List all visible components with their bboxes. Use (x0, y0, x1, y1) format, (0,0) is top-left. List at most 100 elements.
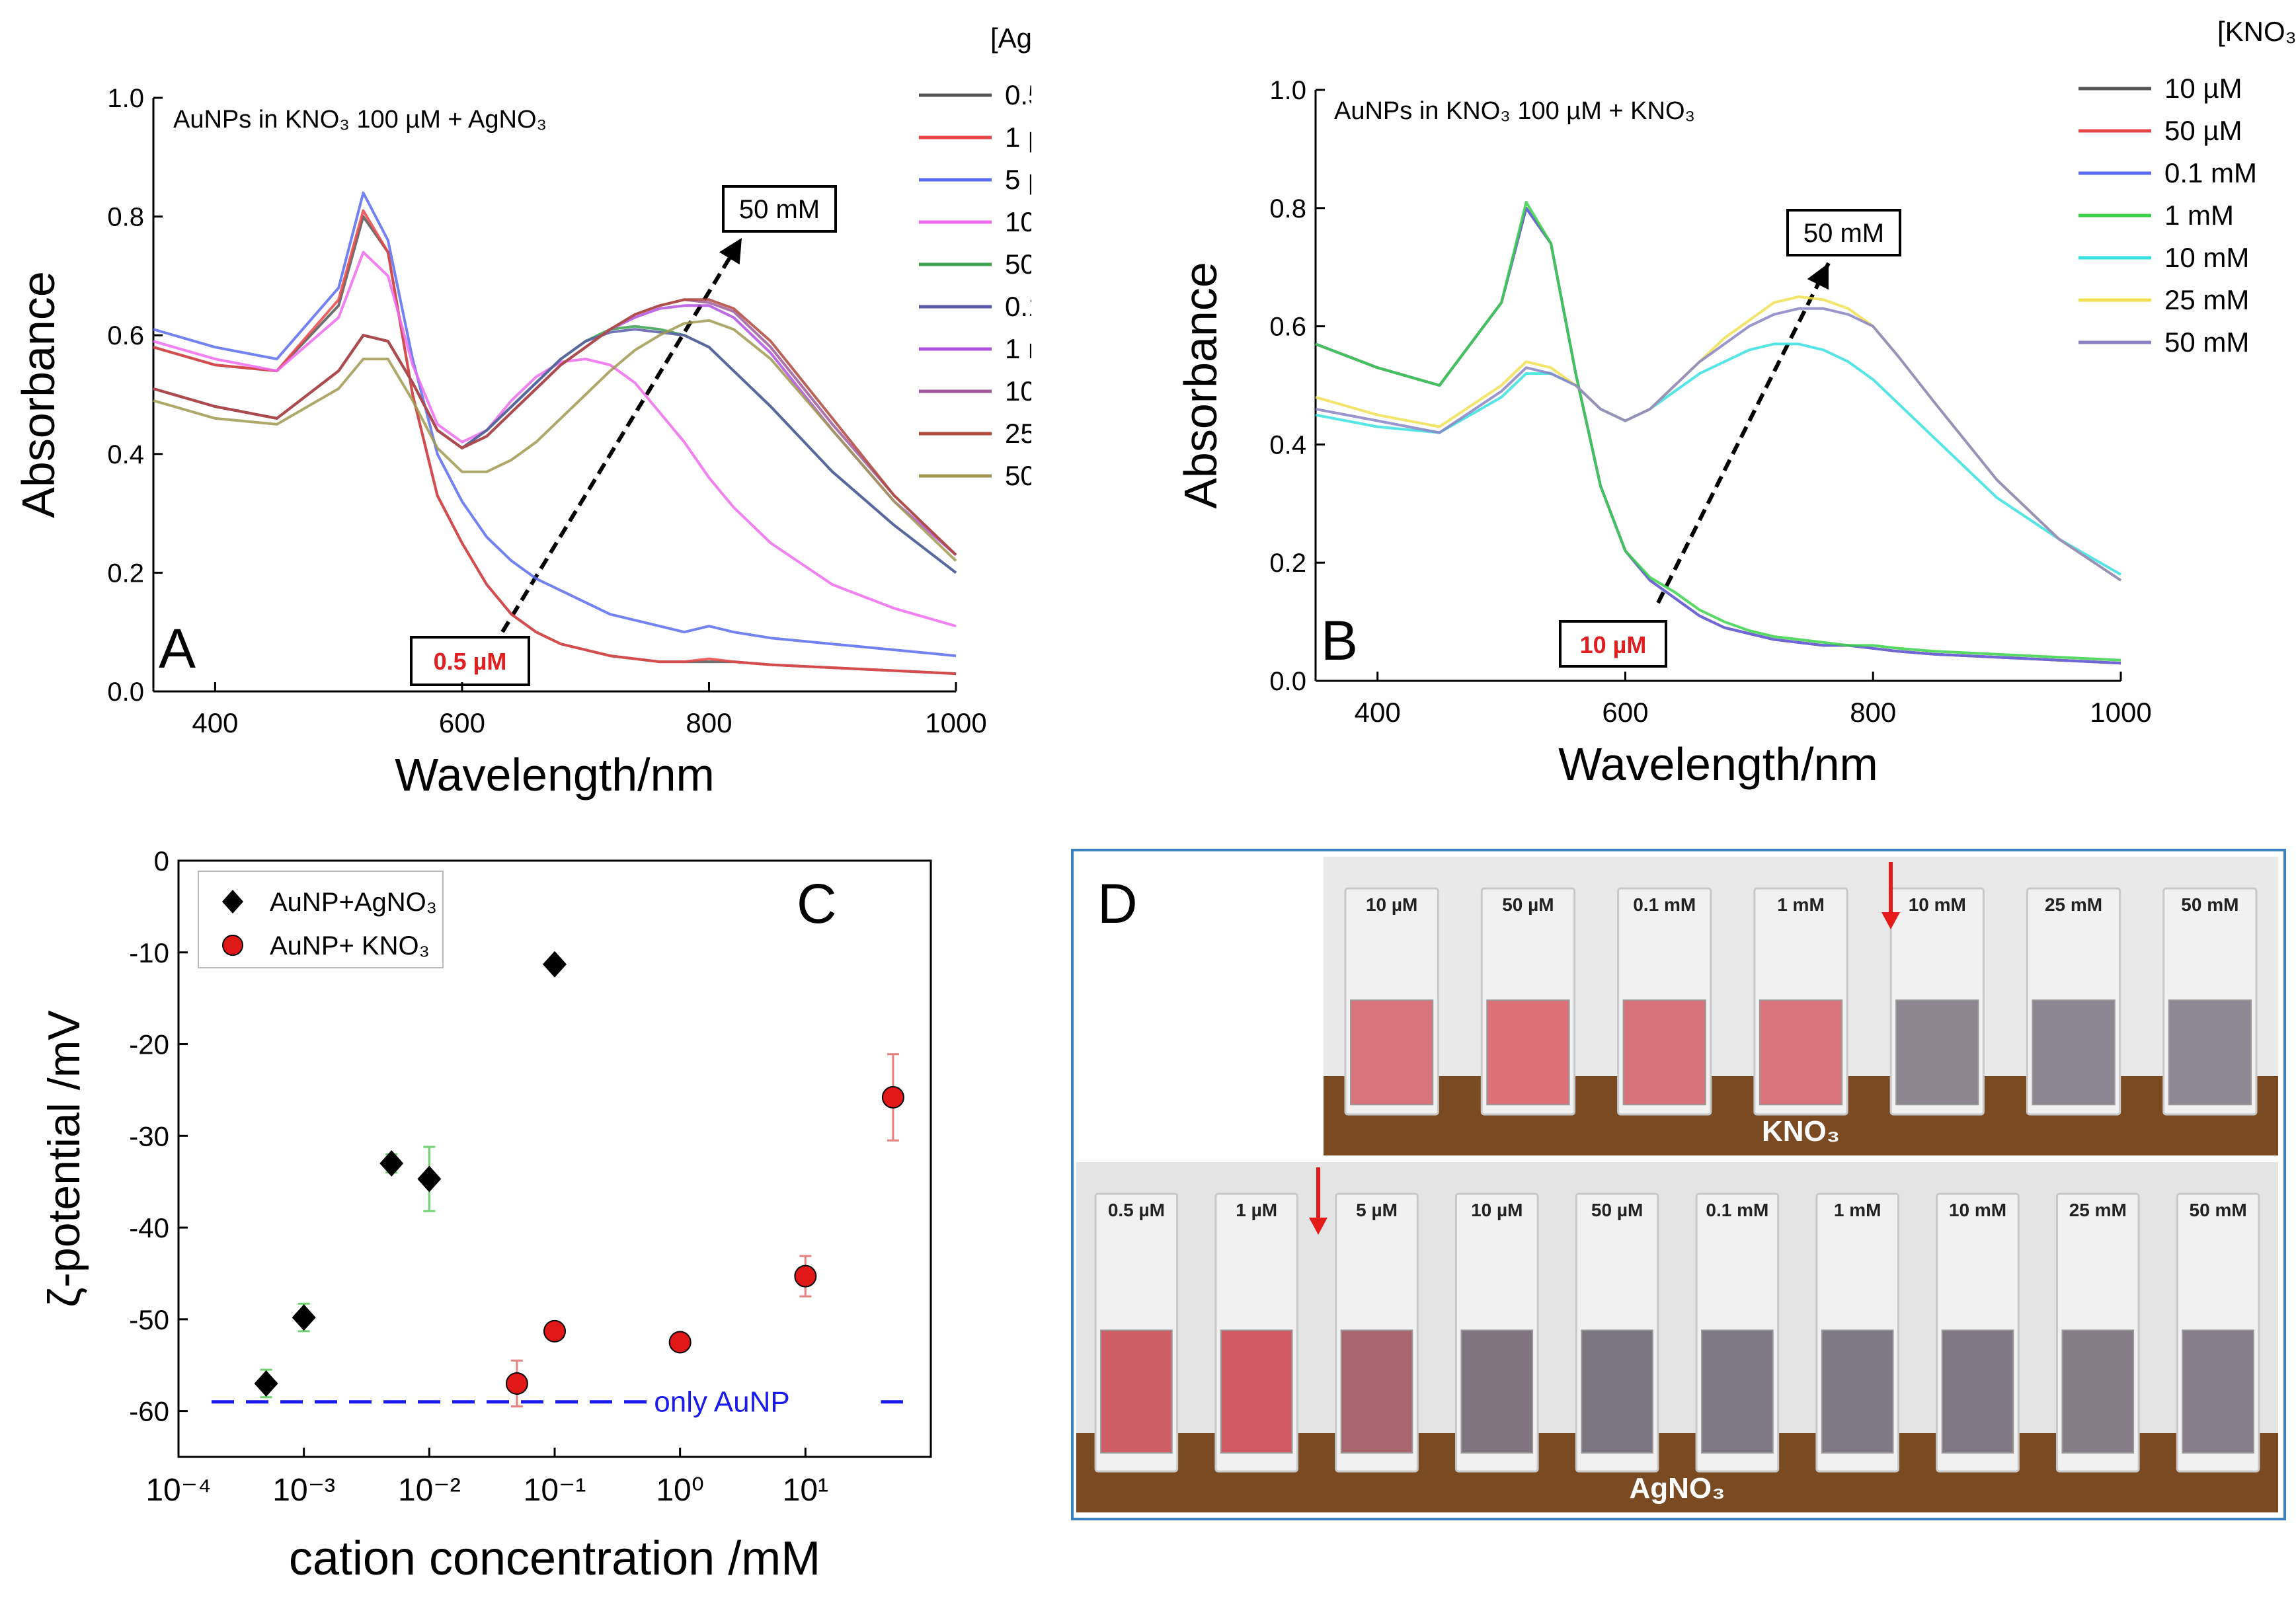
panel-a-series-line (153, 328, 957, 574)
panel-d-bottom-row-solution (1701, 1329, 1774, 1454)
panel-a-series-line (153, 298, 957, 556)
panel-c-point-agno3 (379, 1150, 404, 1177)
panel-b-trend-arrow (1656, 262, 1831, 604)
panel-a-y-tick-label: 0.2 (107, 559, 144, 588)
panel-c-point-agno3 (254, 1370, 278, 1397)
panel-c-y-label: ζ-potential /mV (39, 1010, 89, 1308)
panel-c-x-tick-label: 10⁻³ (272, 1473, 335, 1508)
panel-b-legend-label: 50 µM (2164, 115, 2242, 146)
panel-a-legend-label: 10 mM (1005, 375, 1031, 407)
panel-c-point-kno3 (794, 1265, 817, 1288)
panel-a-y-tick-label: 0.8 (107, 203, 144, 232)
panel-a-legend-label: 10 µM (1005, 206, 1031, 237)
panel-c-point-kno3 (668, 1331, 692, 1354)
panel-a-series-line (153, 304, 957, 557)
panel-c-legend-marker (222, 890, 243, 914)
panel-b-x-tick-label: 400 (1355, 697, 1401, 728)
panel-d-top-row-cuvette-label: 50 mM (2181, 894, 2238, 915)
panel-d-bottom-row-cuvette-label: 10 mM (1949, 1200, 2006, 1220)
panel-a-start-label: 0.5 µM (434, 648, 507, 675)
panel-b-y-label: Absorbance (1175, 262, 1226, 509)
panel-c-chart: C 0 -10 -20 -30 -40 -50 -60 10⁻⁴ 10⁻³ 10⁻² 10⁻¹ 10⁰… (39, 845, 932, 1585)
panel-b-legend-title: [KNO₃] (2217, 16, 2296, 47)
panel-c-y-tick-label: -10 (129, 937, 169, 968)
panel-d-bottom-row-cuvette-label: 0.1 mM (1706, 1200, 1768, 1220)
panel-b-series-line (1315, 200, 2121, 662)
panel-b-end-box (1786, 209, 1901, 256)
panel-a-y-tick-label: 1.0 (107, 84, 144, 113)
panel-d-bottom-row-solution (1100, 1329, 1173, 1454)
panel-c-y-tick-label: -50 (129, 1304, 169, 1335)
panel-a-legend-label: 50 µM (1005, 249, 1031, 280)
panel-a-series-line (153, 319, 957, 562)
panel-d-bottom-row-cuvette-label: 5 µM (1356, 1200, 1398, 1220)
panel-a-legend-label: 0.5 µM (1005, 79, 1031, 110)
panel-b-series-line (1315, 342, 2121, 576)
panel-d-top-row-red-arrow-head (1881, 912, 1900, 929)
panel-d-top-row-solution (1895, 999, 1979, 1106)
panel-b-chart: B AuNPs in KNO₃ 100 µM + KNO₃ [KNO₃] 10 … (1175, 16, 2296, 790)
panel-d-top-row-cuvette-label: 0.1 mM (1633, 894, 1696, 915)
panel-b-legend-label: 10 µM (2164, 73, 2242, 104)
panel-c-y-tick-label: -20 (129, 1029, 169, 1060)
panel-a-end-label: 50 mM (739, 195, 820, 224)
panel-c-point-agno3 (292, 1304, 316, 1331)
panel-b-x-tick-label: 800 (1850, 697, 1896, 728)
panel-b-series-line (1315, 206, 2121, 665)
panel-b-y-tick-label: 0.8 (1269, 194, 1306, 223)
panel-d-bottom-row-solution (1460, 1329, 1534, 1454)
panel-d-top-row-cuvette-label: 10 mM (1909, 894, 1966, 915)
panel-a-x-tick-label: 600 (439, 707, 485, 738)
panel-d-top-row-title: KNO₃ (1762, 1115, 1840, 1148)
panel-d-top-row-solution (1622, 999, 1706, 1106)
panel-c-point-kno3 (543, 1319, 566, 1343)
panel-d-bottom-row-red-arrow-head (1309, 1218, 1327, 1235)
panel-d-top-row-solution (1350, 999, 1434, 1106)
panel-a-x-tick-label: 400 (192, 707, 238, 738)
panel-c-y-tick-label: -60 (129, 1396, 169, 1427)
panel-d-top-row-cuvette-label: 50 µM (1502, 894, 1554, 915)
panel-b-x-tick-label: 1000 (2090, 697, 2151, 728)
panel-b-legend-label: 0.1 mM (2164, 157, 2257, 188)
panel-d-bottom-row-solution (1581, 1329, 1653, 1454)
panel-c-legend-box (198, 871, 444, 968)
panel-a-legend-label: 50 mM (1005, 460, 1031, 491)
panel-a-series-line (153, 191, 957, 658)
trend-arrow-head (1807, 263, 1829, 290)
panel-d-bottom-row-solution (2182, 1329, 2254, 1454)
panel-d-bottom-row-solution (2061, 1329, 2135, 1454)
panel-c-y-tick-label: -30 (129, 1120, 169, 1152)
panel-b-start-label: 10 µM (1580, 631, 1647, 658)
panel-a-x-tick-label: 800 (686, 707, 732, 738)
panel-d-bottom-row-solution (1821, 1329, 1894, 1454)
panel-a-y-tick-label: 0.0 (107, 678, 144, 707)
panel-c-y-tick-label: -40 (129, 1212, 169, 1243)
panel-c-point-agno3 (417, 1165, 442, 1192)
panel-b-inset-title: AuNPs in KNO₃ 100 µM + KNO₃ (1334, 97, 1695, 125)
panel-d-top-row-solution (2168, 999, 2252, 1106)
panel-c-baseline-label: only AuNP (654, 1386, 789, 1419)
panel-d-bottom-row-solution (1220, 1329, 1293, 1454)
panel-c-y-tick-label: 0 (154, 845, 169, 877)
panel-b-x-tick-label: 600 (1602, 697, 1648, 728)
panel-a-start-box (410, 636, 530, 686)
panel-a-series-line (153, 209, 957, 676)
panel-a-chart: A AuNPs in KNO₃ 100 µM + AgNO₃ [AgNO₃] 0… (13, 22, 1031, 800)
panel-a-legend-label: 1 mM (1005, 333, 1031, 364)
panel-b-legend-label: 50 mM (2164, 327, 2249, 358)
panel-a-legend-label: 5 µM (1005, 164, 1031, 195)
panel-a-legend-label: 25 mM (1005, 418, 1031, 449)
panel-a-x-label: Wavelength/nm (395, 749, 715, 800)
panel-a-y-tick-label: 0.4 (107, 440, 144, 469)
panel-d-bottom-row-cuvette-label: 50 mM (2190, 1200, 2247, 1220)
panel-c-point-kno3 (505, 1372, 528, 1395)
panel-d-bottom-row-cuvette-label: 0.5 µM (1108, 1200, 1165, 1220)
panel-c-point-agno3 (543, 951, 567, 978)
panel-b-series-line (1315, 206, 2121, 665)
panel-d-top-row-cuvette-label: 1 mM (1777, 894, 1825, 915)
panel-b-end-label: 50 mM (1803, 219, 1884, 248)
panel-a-letter: A (159, 617, 196, 680)
panel-a-end-box (722, 185, 837, 233)
panel-a-series-line (153, 251, 957, 628)
panel-b-series-line (1315, 295, 2122, 582)
